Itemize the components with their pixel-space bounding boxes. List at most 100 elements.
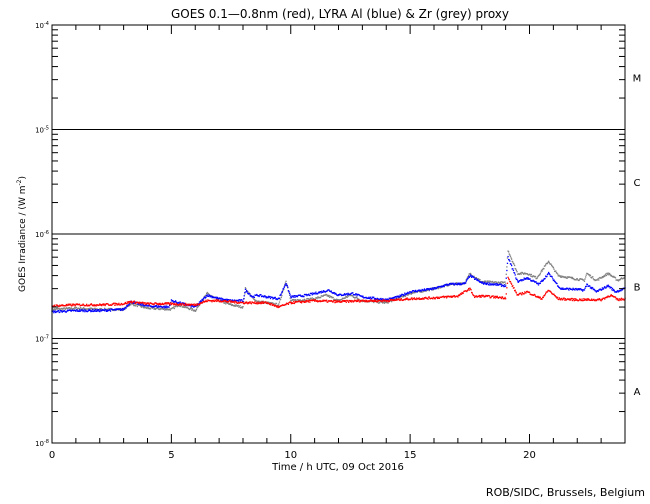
data-point [428,290,430,292]
data-point [174,301,176,303]
data-point [561,297,563,300]
data-point [181,302,183,304]
data-point [229,300,231,302]
data-point [391,300,393,303]
data-point [245,301,248,303]
data-point [300,302,303,304]
data-point [494,295,496,298]
data-point [306,297,309,300]
data-point [544,265,546,267]
data-point [277,298,279,300]
data-point [525,292,527,294]
data-point [540,280,543,282]
data-point [509,260,511,262]
data-point [537,282,539,284]
data-point [374,299,377,301]
data-point [89,309,91,312]
data-point [275,302,278,305]
data-point [492,283,494,285]
data-point [134,303,136,305]
data-point [611,287,614,290]
data-point [235,301,238,303]
data-point [122,309,124,311]
data-point [170,299,173,301]
data-point [206,291,208,294]
data-point [357,300,359,303]
data-point [383,301,385,303]
data-point [516,280,519,282]
data-point [560,288,562,290]
data-point [546,262,549,265]
data-point [314,299,316,301]
data-point [500,283,502,286]
data-point [130,300,133,302]
data-point [166,302,168,304]
data-point [569,287,571,290]
data-point [105,310,108,312]
data-point [199,301,201,303]
data-point [86,303,88,306]
data-point [244,291,246,294]
data-point [371,300,373,302]
data-point [261,302,263,304]
flare-class-label-A: A [634,387,641,398]
data-point [356,295,358,297]
data-point [291,299,293,302]
data-point [242,306,244,308]
data-point [407,293,410,296]
data-point [120,309,122,312]
data-point [268,295,270,297]
data-point [371,298,373,300]
data-point [500,285,503,287]
data-point [416,297,418,299]
data-point [80,310,82,312]
data-point [152,306,154,308]
data-point [519,292,522,294]
data-point [410,291,413,294]
data-point [287,302,289,305]
data-point [540,271,542,273]
data-point [365,299,368,302]
data-point [578,279,580,282]
data-point [140,304,143,306]
data-point [137,303,139,305]
data-point [469,287,471,289]
data-point [316,299,318,302]
data-point [611,295,614,297]
data-point [460,282,462,284]
data-point [66,310,68,312]
data-point [389,299,391,302]
data-point [126,301,128,303]
data-point [589,274,592,276]
data-point [541,279,543,281]
data-point [132,303,134,306]
data-point [205,295,208,297]
data-point [303,298,306,300]
data-point [87,305,89,307]
data-point [619,278,621,281]
data-point [134,302,137,304]
data-point [605,286,608,288]
data-point [612,289,614,292]
data-point [278,303,280,305]
data-point [345,293,347,296]
data-point [254,301,256,303]
data-point [373,301,375,304]
data-point [509,255,512,257]
data-point [459,294,461,297]
data-point [69,308,72,310]
data-point [66,304,69,306]
data-point [475,276,478,279]
data-point [442,284,445,287]
data-point [76,303,78,305]
data-point [609,295,611,298]
data-point [411,297,413,299]
data-point [287,286,289,288]
data-point [133,302,135,305]
data-point [96,309,99,311]
data-point [576,289,578,291]
data-point [507,276,509,278]
data-point [54,311,57,314]
data-point [70,310,72,312]
data-point [317,301,319,303]
